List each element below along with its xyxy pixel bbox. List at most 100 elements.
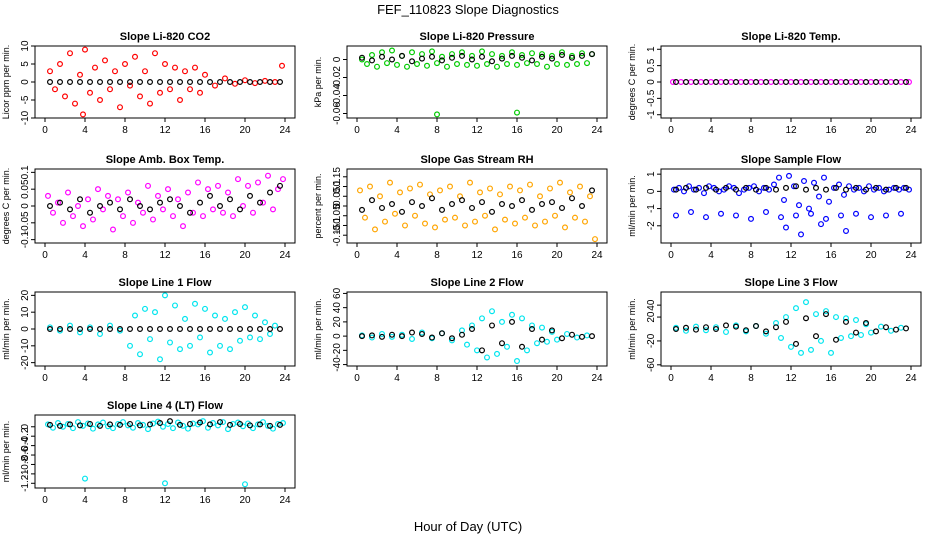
data-point <box>840 191 847 198</box>
data-point <box>695 184 702 191</box>
data-point <box>566 189 573 196</box>
data-point <box>792 183 799 190</box>
data-point <box>732 78 739 85</box>
data-point <box>200 418 207 425</box>
data-point <box>46 78 53 85</box>
x-tick-label: 0 <box>42 250 48 261</box>
x-tick-label: 8 <box>122 373 128 384</box>
x-tick-label: 16 <box>511 250 523 261</box>
data-point <box>197 78 204 85</box>
data-point <box>842 78 849 85</box>
series-1 <box>359 187 595 215</box>
data-point <box>86 420 93 427</box>
data-point <box>882 78 889 85</box>
data-point <box>49 424 56 431</box>
x-tick-label: 24 <box>905 250 917 261</box>
data-point <box>422 220 429 227</box>
x-tick-label: 20 <box>239 495 251 506</box>
data-point <box>672 78 679 85</box>
data-point <box>822 311 829 318</box>
data-point <box>265 172 272 179</box>
data-point <box>548 52 555 59</box>
data-point <box>392 210 399 217</box>
data-point <box>190 209 197 216</box>
data-point <box>583 60 590 67</box>
panel-ylabel: degrees C per min. <box>627 44 637 121</box>
data-point <box>852 78 859 85</box>
x-tick-label: 8 <box>122 125 128 136</box>
data-point <box>172 302 179 309</box>
data-point <box>167 326 174 333</box>
data-point <box>130 219 137 226</box>
panel-ylabel: ml/min per min. <box>627 175 637 237</box>
data-point <box>262 319 269 326</box>
data-point <box>822 308 829 315</box>
data-point <box>835 181 842 188</box>
data-point <box>531 222 538 229</box>
data-point <box>469 204 476 211</box>
data-point <box>591 236 598 243</box>
data-point <box>568 195 575 202</box>
data-point <box>170 425 177 432</box>
data-point <box>237 326 244 333</box>
data-point <box>842 318 849 325</box>
y-tick-label: -5 <box>20 95 31 104</box>
series-0 <box>357 179 598 243</box>
data-point <box>202 71 209 78</box>
data-point <box>538 51 545 58</box>
x-tick-label: 20 <box>551 250 563 261</box>
data-point <box>399 52 406 59</box>
data-point <box>265 422 272 429</box>
data-point <box>459 197 466 204</box>
data-point <box>772 320 779 327</box>
data-point <box>177 421 184 428</box>
x-tick-label: 8 <box>122 495 128 506</box>
data-point <box>832 336 839 343</box>
data-point <box>499 318 506 325</box>
data-point <box>74 203 81 210</box>
data-point <box>877 323 884 330</box>
data-point <box>147 421 154 428</box>
series-1 <box>359 318 595 354</box>
data-point <box>556 179 563 186</box>
data-point <box>782 78 789 85</box>
data-point <box>752 78 759 85</box>
y-tick-label: -1.2 <box>20 474 31 492</box>
data-point <box>66 78 73 85</box>
data-point <box>140 209 147 216</box>
data-point <box>192 64 199 71</box>
data-point <box>140 421 147 428</box>
data-point <box>170 213 177 220</box>
series-0 <box>44 172 287 233</box>
data-point <box>452 214 459 221</box>
data-point <box>807 78 814 85</box>
x-tick-label: 20 <box>239 125 251 136</box>
data-point <box>822 78 829 85</box>
x-tick-label: 4 <box>82 250 88 261</box>
data-point <box>867 329 874 336</box>
x-tick-label: 16 <box>511 125 523 136</box>
data-point <box>805 205 812 212</box>
y-tick-label: -0.1 <box>20 231 31 249</box>
data-point <box>56 326 63 333</box>
data-point <box>202 305 209 312</box>
data-point <box>810 179 817 186</box>
data-point <box>752 186 759 193</box>
data-point <box>752 323 759 330</box>
data-point <box>837 212 844 219</box>
data-point <box>142 68 149 75</box>
y-tick-label: 0.1 <box>332 179 343 193</box>
data-point <box>147 206 154 213</box>
data-point <box>96 78 103 85</box>
data-point <box>792 78 799 85</box>
data-point <box>106 326 113 333</box>
data-point <box>875 184 882 191</box>
x-tick-label: 20 <box>865 373 877 384</box>
data-point <box>109 425 116 432</box>
x-tick-label: 0 <box>668 125 674 136</box>
data-point <box>210 420 217 427</box>
data-point <box>830 184 837 191</box>
data-point <box>157 89 164 96</box>
series-1 <box>672 78 909 85</box>
x-tick-label: 4 <box>394 125 400 136</box>
